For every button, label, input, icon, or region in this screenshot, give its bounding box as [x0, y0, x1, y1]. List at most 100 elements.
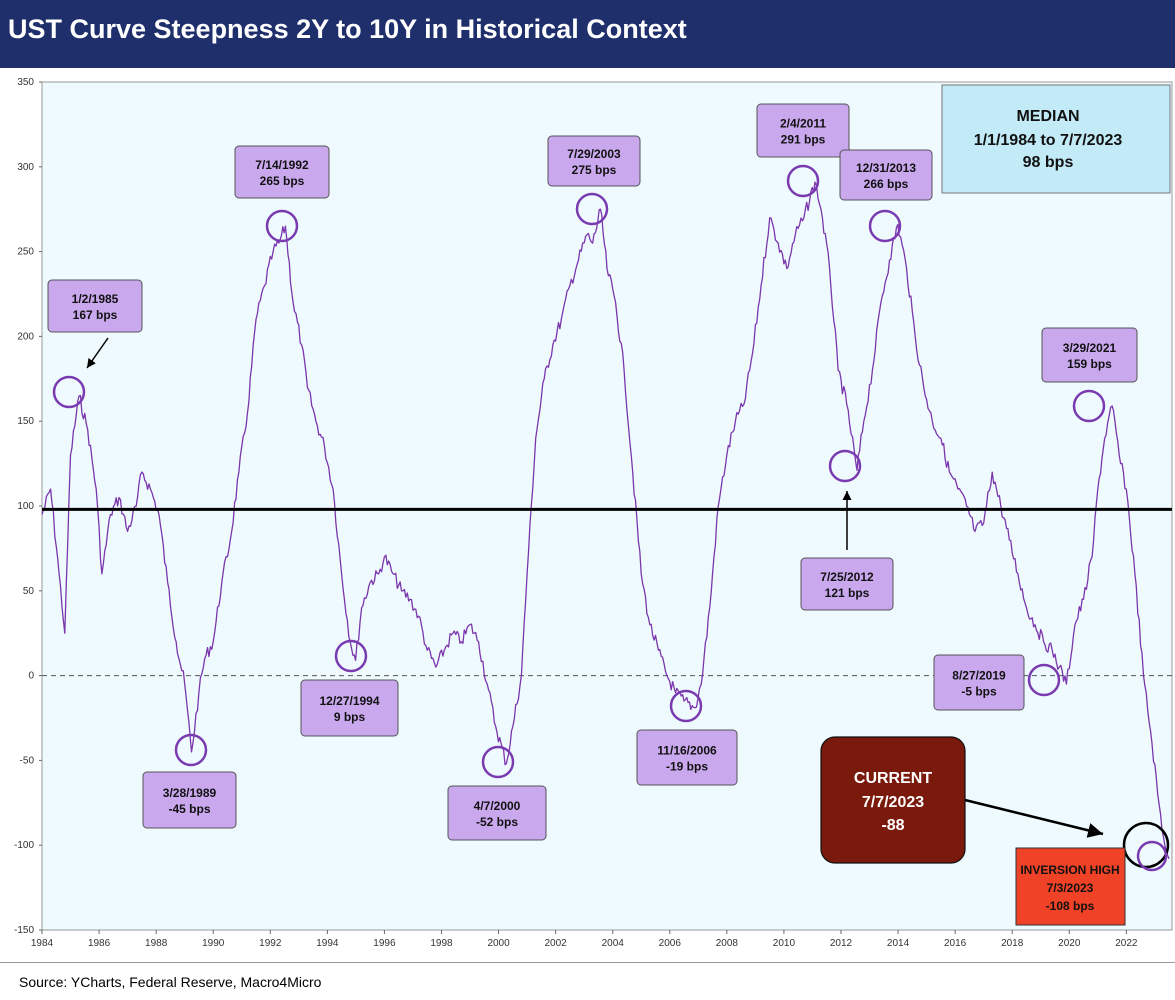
- x-tick-label: 2020: [1058, 938, 1081, 949]
- footer-divider: [0, 962, 1175, 963]
- annotation-value: 9 bps: [334, 710, 366, 724]
- annotation-value: 266 bps: [864, 177, 909, 191]
- annotation-date: 4/7/2000: [474, 799, 521, 813]
- peak-circle: [868, 209, 902, 243]
- peak-circle: [174, 733, 208, 767]
- annotation-value: -45 bps: [168, 802, 210, 816]
- peak-circle: [669, 689, 703, 723]
- y-tick-label: 200: [17, 331, 34, 342]
- annotation-value: 159 bps: [1067, 357, 1112, 371]
- peak-circle: [334, 639, 368, 673]
- peak-circle: [481, 745, 515, 779]
- annotation-box: [300, 679, 399, 737]
- annotation-box: [547, 135, 641, 187]
- current-box-text: 7/7/2023: [862, 794, 924, 811]
- annotations-group: 1/2/1985 167 bps 3/28/1989 -45 bps 7/14/1992…: [47, 84, 1171, 926]
- peak-circle: [265, 209, 299, 243]
- y-tick-label: 250: [17, 247, 34, 258]
- x-tick-label: 2002: [545, 938, 568, 949]
- chart-title: UST Curve Steepness 2Y to 10Y in Histori…: [8, 14, 687, 44]
- x-tick-label: 1986: [88, 938, 111, 949]
- y-tick-label: 0: [28, 671, 34, 682]
- axes: 350 300 250 200 150 100 50 0 -50 -100 -150 1984 1986…: [14, 77, 1172, 949]
- annotation-date: 7/25/2012: [820, 570, 874, 584]
- annotation-date: 1/2/1985: [72, 292, 119, 306]
- peak-circle: [575, 192, 609, 226]
- current-box-text: CURRENT: [854, 770, 932, 787]
- peak-circle: [786, 164, 820, 198]
- annotation-box: [636, 729, 738, 786]
- x-tick-label: 1990: [202, 938, 225, 949]
- annotation-date: 12/31/2013: [856, 161, 916, 175]
- median-box-text: 98 bps: [1023, 154, 1074, 171]
- x-tick-label: 1994: [316, 938, 339, 949]
- inversion-box-text: 7/3/2023: [1047, 881, 1094, 895]
- x-tick-label: 1998: [430, 938, 453, 949]
- y-tick-label: -150: [14, 925, 34, 936]
- header-bar: UST Curve Steepness 2Y to 10Y in Histori…: [0, 0, 1175, 68]
- annotation-date: 3/29/2021: [1063, 341, 1117, 355]
- annotation-value: 275 bps: [572, 163, 617, 177]
- x-tick-label: 2008: [716, 938, 739, 949]
- y-tick-label: 50: [23, 586, 35, 597]
- peak-circle: [1027, 663, 1061, 697]
- annotation-box: [839, 149, 933, 201]
- x-tick-label: 1988: [145, 938, 168, 949]
- x-tick-label: 1992: [259, 938, 282, 949]
- y-tick-label: 150: [17, 416, 34, 427]
- annotation-date: 12/27/1994: [319, 694, 379, 708]
- annotation-date: 8/27/2019: [952, 669, 1006, 683]
- annotation-date: 2/4/2011: [780, 117, 826, 131]
- x-tick-label: 1996: [373, 938, 396, 949]
- current-circle: [1122, 821, 1170, 869]
- x-tick-label: 2000: [487, 938, 510, 949]
- annotation-value: 121 bps: [825, 586, 870, 600]
- annotation-date: 3/28/1989: [163, 786, 217, 800]
- peak-circle: [828, 449, 862, 483]
- peak-circle: [52, 375, 86, 409]
- x-tick-label: 2004: [602, 938, 625, 949]
- inversion-box-text: -108 bps: [1046, 899, 1095, 913]
- annotation-date: 7/14/1992: [255, 158, 309, 172]
- series-group: [41, 181, 1172, 860]
- annotation-value: -19 bps: [666, 760, 708, 774]
- annotation-box: [447, 785, 547, 841]
- x-tick-label: 2006: [659, 938, 682, 949]
- annotation-box: [234, 145, 330, 199]
- x-tick-label: 2010: [773, 938, 796, 949]
- current-box-text: -88: [881, 817, 904, 834]
- annotation-value: -5 bps: [961, 685, 997, 699]
- y-tick-label: -50: [20, 755, 35, 766]
- x-tick-label: 2022: [1115, 938, 1138, 949]
- current-arrow: [964, 798, 1104, 838]
- current-box: [820, 736, 966, 864]
- annotation-box: [933, 654, 1025, 711]
- peak-circle: [1072, 389, 1106, 423]
- annotation-arrow: [86, 337, 109, 369]
- annotation-value: -52 bps: [476, 815, 518, 829]
- y-tick-label: 300: [17, 162, 34, 173]
- median-box-text: 1/1/1984 to 7/7/2023: [974, 132, 1123, 149]
- annotation-date: 7/29/2003: [567, 147, 621, 161]
- x-tick-label: 1984: [31, 938, 54, 949]
- inversion-circle: [1136, 840, 1168, 872]
- source-note: Source: YCharts, Federal Reserve, Macro4…: [19, 974, 322, 990]
- annotation-box: [1041, 327, 1138, 383]
- x-tick-label: 2018: [1001, 938, 1024, 949]
- x-tick-label: 2014: [887, 938, 910, 949]
- chart: 350 300 250 200 150 100 50 0 -50 -100 -150 1984 1986…: [14, 77, 1173, 949]
- x-tick-label: 2012: [830, 938, 853, 949]
- annotation-date: 11/16/2006: [657, 744, 717, 758]
- inversion-box-text: INVERSION HIGH: [1020, 863, 1119, 877]
- x-tick-label: 2016: [944, 938, 967, 949]
- annotation-value: 291 bps: [781, 133, 826, 147]
- inversion-box: [1015, 847, 1126, 926]
- median-box: [941, 84, 1171, 194]
- y-tick-label: -100: [14, 840, 34, 851]
- annotation-value: 265 bps: [260, 174, 305, 188]
- median-box-text: MEDIAN: [1016, 108, 1079, 125]
- annotation-value: 167 bps: [73, 308, 118, 322]
- annotation-box: [142, 771, 237, 829]
- annotation-box: [47, 279, 143, 333]
- annotation-box: [756, 103, 850, 158]
